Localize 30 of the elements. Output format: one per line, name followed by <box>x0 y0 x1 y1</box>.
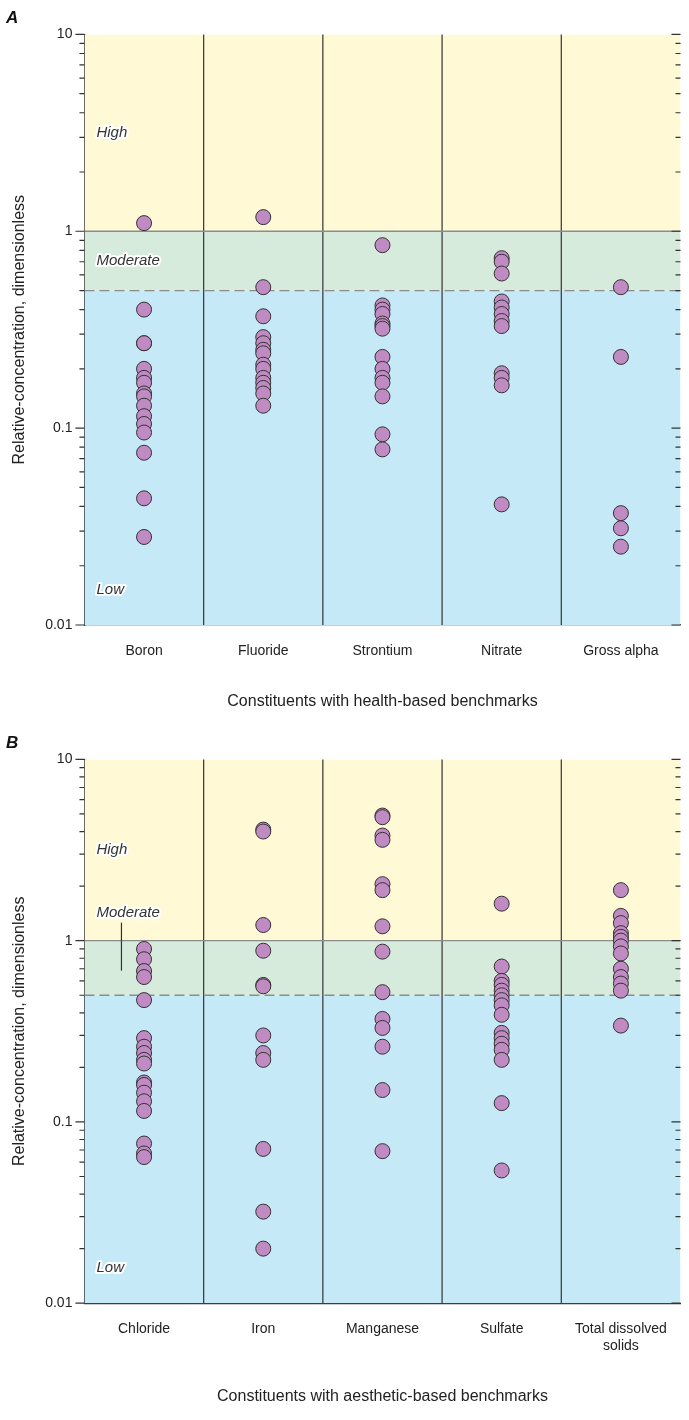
y-tick-label: 1 <box>64 931 73 948</box>
chart-title: A <box>5 7 19 27</box>
y-tick-label: 0.01 <box>45 1294 73 1311</box>
y-axis-title: Relative-concentration, dimensionless <box>10 194 28 465</box>
x-tick-label: Strontium <box>352 642 413 659</box>
x-tick-label: Fluoride <box>237 642 289 659</box>
band-label: Low <box>96 580 126 598</box>
x-tick-label: Iron <box>251 1320 276 1337</box>
x-tick-label: Chloride <box>117 1320 171 1337</box>
x-tick-label: Total dissolved solids <box>574 1320 667 1354</box>
band-label: Low <box>96 1258 126 1276</box>
x-tick-label: Manganese <box>345 1320 420 1337</box>
y-tick-label: 0.1 <box>52 1112 73 1129</box>
x-tick-label: Gross alpha <box>583 642 659 659</box>
y-tick-label: 10 <box>56 25 73 42</box>
band-label: Moderate <box>96 902 160 920</box>
y-tick-label: 0.01 <box>45 615 73 632</box>
x-axis-title: Constituents with aesthetic-based benchmarks <box>217 1386 548 1404</box>
y-tick-label: 10 <box>56 750 73 767</box>
band-label: Moderate <box>96 251 160 269</box>
x-tick-label: Nitrate <box>481 642 523 659</box>
y-tick-label: 0.1 <box>52 418 73 435</box>
x-tick-label: Sulfate <box>479 1320 524 1337</box>
chart-title: B <box>6 732 19 752</box>
x-axis-title: Constituents with health-based benchmarks <box>227 691 538 709</box>
band-label: High <box>96 840 128 858</box>
y-tick-label: 1 <box>64 222 73 239</box>
band-label: High <box>96 123 128 141</box>
x-tick-label: Boron <box>125 642 163 659</box>
y-axis-title: Relative-concentration, dimensionless <box>10 896 28 1167</box>
